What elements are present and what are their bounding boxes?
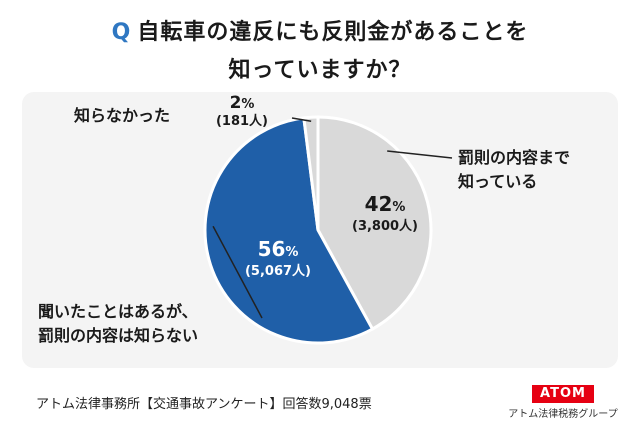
chart-title-line-2: 知っていますか？: [228, 58, 412, 83]
slice-known: [316, 115, 433, 332]
slice-unknown-value: 2% (181人): [215, 93, 269, 130]
slice-known-label: 罰則の内容まで 知っている: [458, 148, 571, 191]
slice-unknown-label: 知らなかった: [74, 106, 171, 125]
slice-heard-percent: 56: [257, 237, 286, 261]
question-mark-label: Q: [111, 20, 132, 45]
leader-line-known: [387, 150, 453, 159]
title-text-line-1: 自転車の違反にも反則金があることを: [137, 20, 529, 45]
atom-logo: ATOM: [532, 385, 594, 403]
logo-subtitle: アトム法律税務グループ: [508, 409, 618, 420]
slice-heard: [203, 116, 375, 345]
slice-heard-count: (5,067人): [244, 264, 311, 279]
leader-line-heard: [212, 225, 263, 319]
chart-title-line-1: Q 自転車の違反にも反則金があることを: [0, 14, 640, 46]
leader-line-unknown: [291, 117, 312, 122]
slice-unknown-count: (181人): [215, 114, 269, 129]
slice-heard-label: 聞いたことはあるが、 罰則の内容は知らない: [38, 302, 199, 345]
slice-known-percent: 42: [364, 192, 393, 216]
slice-known-value: 42% (3,800人): [352, 192, 419, 234]
survey-source-note: アトム法律事務所【交通事故アンケート】回答数9,048票: [36, 397, 372, 412]
slice-heard-value: 56% (5,067人): [240, 238, 316, 280]
slice-unknown-percent: 2: [229, 93, 242, 113]
slice-unknown: [302, 115, 320, 231]
slice-known-count: (3,800人): [352, 219, 419, 234]
